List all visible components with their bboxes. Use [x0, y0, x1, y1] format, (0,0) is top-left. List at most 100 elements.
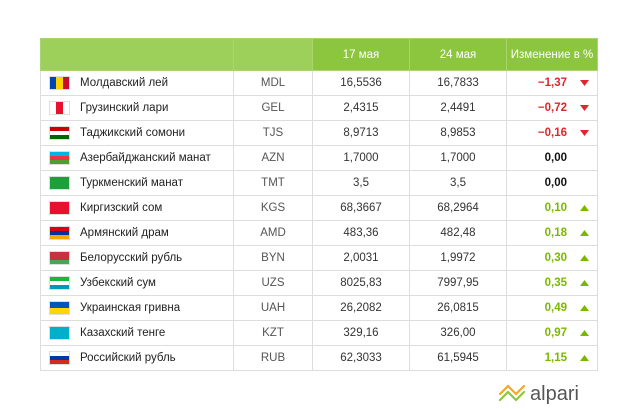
flag	[49, 101, 70, 115]
value-cell: 482,48	[409, 220, 507, 246]
name-cell: Российский рубль	[40, 345, 234, 371]
cell-text: 0,30	[544, 252, 567, 264]
cell-text: 8,9853	[440, 127, 476, 139]
code-cell: TJS	[233, 120, 313, 146]
down-arrow	[580, 105, 589, 111]
cell-text: −0,16	[537, 127, 567, 139]
flag	[49, 226, 70, 240]
cell-text: 1,7000	[343, 152, 379, 164]
name-cell: Грузинский лари	[40, 95, 234, 121]
header-cell: 24 мая	[409, 38, 507, 71]
cell-text: 326,00	[440, 327, 476, 339]
value-cell: 3,5	[312, 170, 410, 196]
up-arrow	[580, 305, 589, 311]
name-cell: Киргизский сом	[40, 195, 234, 221]
cell-text: −1,37	[537, 77, 567, 89]
chg-cell: 0,10	[506, 195, 598, 221]
code-cell: AMD	[233, 220, 313, 246]
value-cell: 26,0815	[409, 295, 507, 321]
cell-text: KGS	[260, 202, 286, 214]
code-cell: AZN	[233, 145, 313, 171]
cell-text: 1,9972	[440, 252, 476, 264]
code-cell: UAH	[233, 295, 313, 321]
code-cell: KZT	[233, 320, 313, 346]
cell-text: Таджикский сомони	[80, 127, 186, 140]
chg-cell: 0,35	[506, 270, 598, 296]
cell-text: Киргизский сом	[80, 202, 163, 215]
chg-cell: 0,30	[506, 245, 598, 271]
cell-text: UAH	[260, 302, 286, 314]
cell-text: 0,00	[544, 177, 567, 189]
cell-text: GEL	[261, 102, 285, 114]
chg-cell: 0,00	[506, 145, 598, 171]
down-arrow	[580, 80, 589, 86]
cell-text: 0,10	[544, 202, 567, 214]
cell-text: 0,18	[544, 227, 567, 239]
cell-text: 26,0815	[437, 302, 479, 314]
cell-text: UZS	[261, 277, 285, 289]
chg-cell: 1,15	[506, 345, 598, 371]
cell-text: BYN	[261, 252, 285, 264]
cell-text: −0,72	[537, 102, 567, 114]
currency-table: 17 мая 24 мая Изменение в % Молдавский л…	[40, 38, 598, 371]
cell-text: AMD	[260, 227, 286, 239]
table-row: Таджикский сомони TJS 8,9713 8,9853 −0,16	[40, 120, 598, 146]
value-cell: 2,0031	[312, 245, 410, 271]
up-arrow	[580, 330, 589, 336]
cell-text: 0,97	[544, 327, 567, 339]
name-cell: Украинская гривна	[40, 295, 234, 321]
cell-text: Белорусский рубль	[80, 252, 183, 265]
up-arrow	[580, 355, 589, 361]
cell-text: Российский рубль	[80, 352, 176, 365]
table-body: Молдавский лей MDL 16,5536 16,7833 −1,37 Груз…	[40, 70, 598, 371]
chg-cell: 0,97	[506, 320, 598, 346]
cell-text: 16,5536	[340, 77, 382, 89]
value-cell: 2,4315	[312, 95, 410, 121]
table-row: Туркменский манат TMT 3,5 3,5 0,00	[40, 170, 598, 196]
chg-cell: −0,16	[506, 120, 598, 146]
up-arrow	[580, 255, 589, 261]
up-arrow	[580, 205, 589, 211]
cell-text: 7997,95	[437, 277, 479, 289]
chg-cell: 0,49	[506, 295, 598, 321]
cell-text: 482,48	[440, 227, 476, 239]
cell-text: 68,3667	[340, 202, 382, 214]
flag	[49, 126, 70, 140]
cell-text: 0,49	[544, 302, 567, 314]
cell-text: TMT	[261, 177, 285, 189]
table-row: Киргизский сом KGS 68,3667 68,2964 0,10	[40, 195, 598, 221]
flag	[49, 176, 70, 190]
name-cell: Белорусский рубль	[40, 245, 234, 271]
chg-cell: −0,72	[506, 95, 598, 121]
header-cell	[233, 38, 313, 71]
code-cell: BYN	[233, 245, 313, 271]
cell-text: 2,4315	[343, 102, 379, 114]
cell-text: KZT	[262, 327, 284, 339]
value-cell: 3,5	[409, 170, 507, 196]
chg-cell: 0,18	[506, 220, 598, 246]
value-cell: 1,7000	[409, 145, 507, 171]
name-cell: Молдавский лей	[40, 70, 234, 96]
cell-text: Грузинский лари	[80, 102, 169, 115]
cell-text: 61,5945	[437, 352, 479, 364]
code-cell: UZS	[233, 270, 313, 296]
cell-text: 3,5	[353, 177, 369, 189]
table-row: Армянский драм AMD 483,36 482,48 0,18	[40, 220, 598, 246]
table-row: Узбекский сум UZS 8025,83 7997,95 0,35	[40, 270, 598, 296]
value-cell: 2,4491	[409, 95, 507, 121]
value-cell: 1,9972	[409, 245, 507, 271]
cell-text: Узбекский сум	[80, 277, 156, 290]
cell-text: 483,36	[343, 227, 379, 239]
table-row: Молдавский лей MDL 16,5536 16,7833 −1,37	[40, 70, 598, 96]
cell-text: MDL	[260, 77, 286, 89]
value-cell: 7997,95	[409, 270, 507, 296]
name-cell: Армянский драм	[40, 220, 234, 246]
code-cell: KGS	[233, 195, 313, 221]
flag	[49, 201, 70, 215]
cell-text: TJS	[262, 127, 284, 139]
cell-text: 3,5	[450, 177, 466, 189]
name-cell: Таджикский сомони	[40, 120, 234, 146]
value-cell: 8025,83	[312, 270, 410, 296]
flag	[49, 251, 70, 265]
